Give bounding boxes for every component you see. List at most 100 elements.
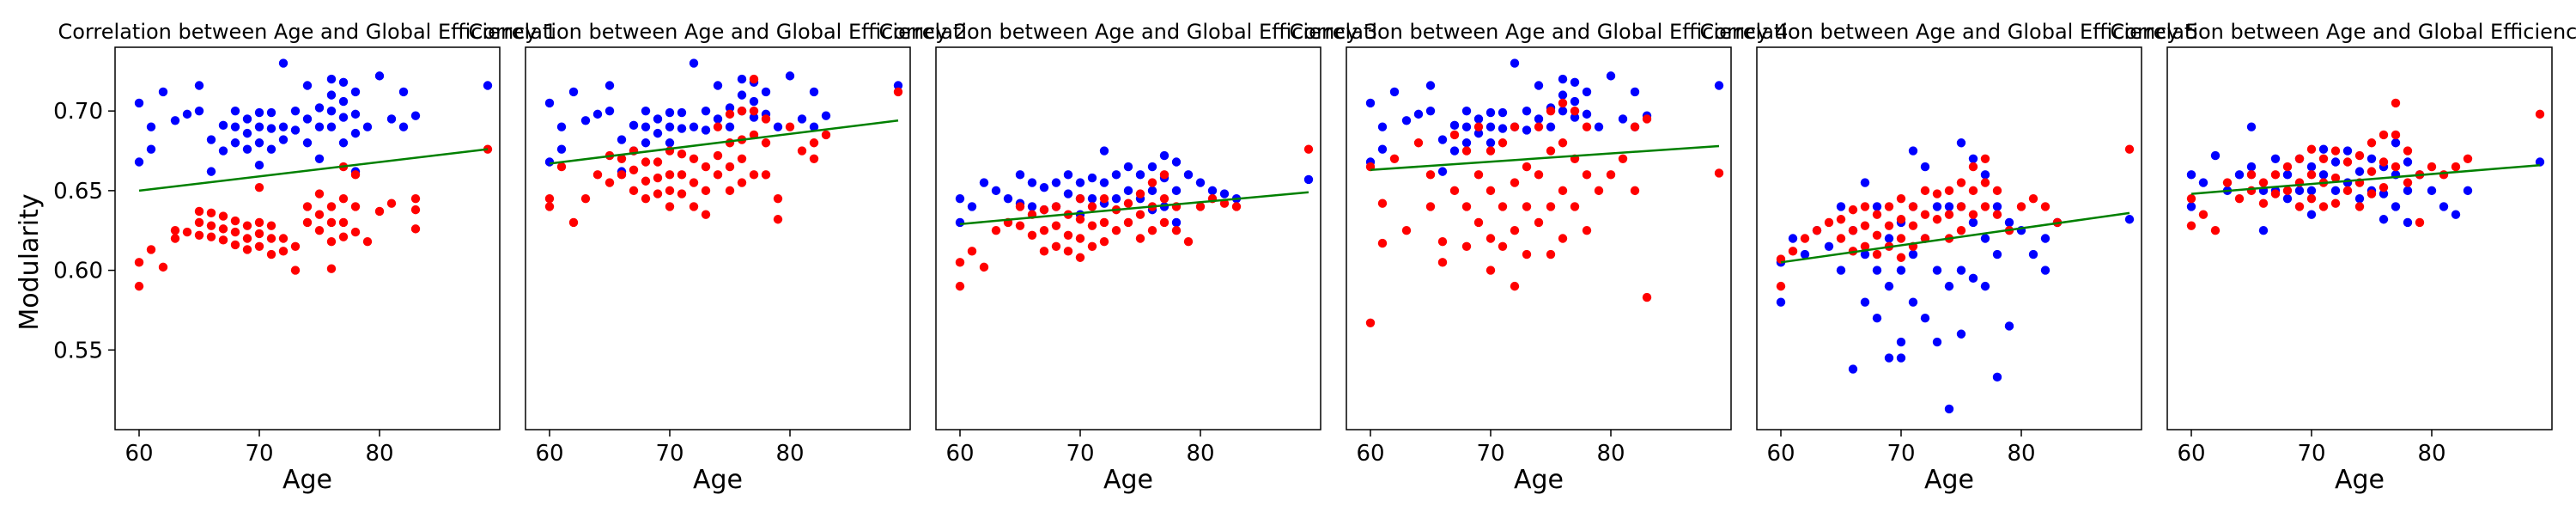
- data-point: [254, 217, 264, 228]
- data-point: [278, 122, 289, 131]
- data-point: [2403, 178, 2413, 187]
- data-point: [1558, 186, 1568, 196]
- data-point: [326, 264, 337, 273]
- data-point: [1860, 249, 1870, 260]
- data-point: [1908, 202, 1918, 211]
- data-point: [1606, 170, 1616, 180]
- data-point: [170, 226, 180, 235]
- x-axis-label: Age: [1514, 465, 1564, 495]
- data-point: [1788, 247, 1798, 256]
- data-point: [568, 217, 579, 228]
- data-point: [1159, 150, 1170, 161]
- data-point: [386, 198, 397, 208]
- data-point: [302, 217, 313, 228]
- data-point: [1992, 186, 2002, 196]
- data-point: [338, 232, 349, 241]
- data-point: [2306, 193, 2317, 204]
- data-point: [893, 87, 903, 97]
- data-point: [2258, 178, 2269, 187]
- data-point: [1872, 249, 1882, 260]
- data-point: [134, 258, 144, 267]
- data-point: [725, 103, 735, 113]
- data-point: [1183, 170, 1194, 180]
- data-point: [2306, 210, 2317, 219]
- data-point: [809, 87, 819, 97]
- data-point: [2318, 144, 2329, 154]
- data-point: [374, 71, 385, 81]
- data-point: [170, 116, 180, 125]
- data-point: [1159, 193, 1170, 204]
- data-point: [641, 157, 651, 167]
- data-point: [1932, 202, 1942, 211]
- data-point: [1896, 353, 1906, 363]
- data-point: [1956, 329, 1966, 339]
- data-point: [350, 87, 361, 97]
- data-point: [1968, 217, 1978, 228]
- data-point: [242, 144, 252, 154]
- data-point: [374, 206, 385, 217]
- data-point: [2366, 138, 2377, 148]
- data-point: [1473, 122, 1484, 131]
- data-point: [326, 202, 337, 211]
- plot-frame: [2166, 46, 2553, 430]
- data-point: [134, 281, 144, 291]
- data-point: [1534, 81, 1544, 90]
- data-point: [1980, 281, 1990, 291]
- data-point: [1522, 202, 1532, 211]
- data-point: [2391, 162, 2401, 172]
- data-point: [1510, 178, 1520, 187]
- data-point: [410, 205, 421, 215]
- data-point: [568, 87, 579, 97]
- data-point: [605, 106, 615, 116]
- data-point: [1437, 237, 1448, 247]
- data-point: [2342, 178, 2353, 187]
- data-point: [967, 247, 977, 256]
- data-point: [2330, 186, 2341, 196]
- data-point: [617, 170, 627, 180]
- data-point: [1087, 221, 1097, 230]
- data-point: [1872, 266, 1882, 275]
- trend-line: [549, 119, 899, 165]
- data-point: [2379, 215, 2389, 224]
- data-point: [665, 122, 675, 131]
- data-point: [629, 186, 639, 196]
- data-point: [1606, 71, 1616, 81]
- data-point: [725, 186, 735, 196]
- data-point: [2354, 150, 2365, 161]
- data-point: [2246, 186, 2257, 196]
- data-point: [242, 128, 252, 138]
- data-point: [1546, 202, 1556, 211]
- data-point: [2186, 170, 2196, 180]
- x-tick-label: 70: [1066, 441, 1094, 467]
- data-point: [1498, 241, 1508, 251]
- data-point: [2282, 193, 2293, 204]
- data-point: [653, 114, 663, 124]
- data-point: [2270, 189, 2281, 198]
- data-point: [749, 170, 759, 180]
- data-point: [1485, 146, 1496, 156]
- data-point: [641, 106, 651, 116]
- data-point: [1848, 364, 1858, 374]
- data-point: [1920, 210, 1930, 219]
- data-point: [1860, 241, 1870, 251]
- data-point: [1039, 226, 1049, 235]
- data-point: [1485, 138, 1496, 148]
- data-point: [1630, 122, 1640, 131]
- data-point: [1980, 154, 1990, 163]
- data-point: [761, 170, 771, 180]
- data-point: [1461, 241, 1472, 251]
- data-point: [1377, 144, 1388, 154]
- data-point: [326, 237, 337, 247]
- data-point: [1618, 154, 1628, 163]
- trend-line: [1370, 144, 1720, 172]
- data-point: [1027, 202, 1037, 211]
- data-point: [350, 202, 361, 211]
- data-point: [1425, 202, 1436, 211]
- data-point: [1461, 138, 1472, 148]
- data-point: [785, 122, 795, 131]
- data-point: [1884, 221, 1894, 230]
- data-point: [2366, 189, 2377, 198]
- data-point: [749, 113, 759, 122]
- plot-frame: [114, 46, 501, 430]
- data-point: [955, 281, 965, 291]
